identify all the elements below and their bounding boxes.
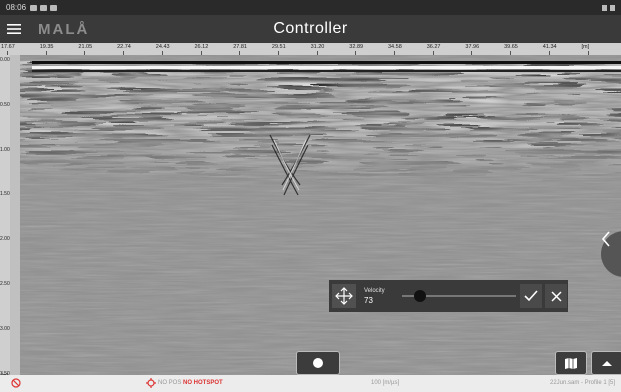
- caret-up-icon: [602, 361, 612, 366]
- ruler-tick-mark: [394, 51, 395, 55]
- depth-axis: [m] 0.000.501.001.502.002.503.003.50: [0, 55, 10, 379]
- ruler-tick-mark: [7, 51, 8, 55]
- ruler-tick-label: 39.65: [504, 44, 518, 50]
- crosshair-icon: [146, 378, 156, 388]
- map-button[interactable]: [555, 351, 587, 375]
- velocity-slider[interactable]: [402, 289, 516, 303]
- ruler-tick-label: 22.74: [117, 44, 131, 50]
- ruler-tick-mark: [471, 51, 473, 55]
- velocity-panel: Velocity 73: [329, 280, 568, 312]
- check-icon: [524, 290, 538, 302]
- ruler-tick-label: 34.58: [388, 44, 402, 50]
- ruler-tick-mark: [84, 51, 86, 55]
- ruler-tick-mark: [316, 51, 318, 55]
- depth-tick-label: 3.00: [0, 325, 10, 332]
- ruler-tick-mark: [161, 51, 163, 55]
- ruler-tick-mark: [45, 51, 47, 55]
- status-notification-icons: [30, 4, 58, 11]
- velocity-unit-readout: 100 [m/µs]: [371, 380, 400, 386]
- menu-icon[interactable]: [0, 15, 28, 43]
- ruler-tick-mark: [123, 51, 125, 55]
- depth-tick-label: 2.50: [0, 281, 10, 287]
- depth-tick-label: 1.00: [0, 146, 10, 153]
- ruler-tick-label: 37.96: [465, 44, 480, 50]
- status-bar: 08:06: [0, 0, 621, 15]
- status-time: 08:06: [6, 3, 27, 12]
- velocity-label: Velocity: [364, 287, 385, 294]
- radargram-view[interactable]: [10, 55, 621, 375]
- mala-logo: MALÅ: [38, 20, 90, 38]
- ruler-tick-mark: [355, 51, 357, 55]
- close-velocity-button[interactable]: [545, 284, 567, 308]
- ruler-tick-mark: [587, 51, 589, 55]
- close-icon: [550, 290, 562, 302]
- ruler-tick-label: 41.34: [542, 44, 557, 50]
- record-button[interactable]: [296, 351, 340, 375]
- depth-tick-label: 0.00: [0, 57, 10, 63]
- no-gps-icon: [11, 378, 21, 388]
- depth-tick-label: 2.00: [0, 236, 10, 243]
- ruler-tick-label: 21.05: [78, 44, 93, 50]
- ruler-tick-mark: [277, 51, 279, 55]
- chevron-left-icon: [601, 231, 610, 247]
- side-panel-toggle[interactable]: [601, 231, 621, 277]
- ruler-tick-mark: [548, 51, 550, 55]
- status-system-icons: [602, 4, 615, 11]
- velocity-slider-thumb[interactable]: [414, 290, 427, 302]
- ruler-tick-label: 31.20: [310, 44, 325, 50]
- map-icon: [565, 357, 577, 369]
- ruler-tick-label: 24.43: [155, 44, 170, 50]
- ruler-tick-mark: [432, 51, 434, 55]
- radargram-image: [10, 55, 621, 375]
- no-pos-label: NO POS: [158, 380, 182, 386]
- ruler-tick-mark: [200, 51, 202, 55]
- move-icon[interactable]: [332, 284, 356, 308]
- expand-up-button[interactable]: [591, 351, 621, 375]
- confirm-velocity-button[interactable]: [520, 284, 542, 308]
- ruler-tick-mark: [510, 51, 512, 55]
- app-header: MALÅ Controller: [0, 15, 621, 43]
- ruler-tick-label: 26.12: [194, 44, 209, 50]
- distance-ruler: 17.67 19.35 21.05 22.74 24.43 26.12 27.81 29.51…: [0, 43, 621, 55]
- ruler-tick-label: 27.81: [233, 44, 247, 50]
- profile-name: 22Jun.sam - Profile 1 [5]: [550, 380, 616, 386]
- ruler-tick-mark: [239, 51, 241, 55]
- ruler-tick-label: 36.27: [426, 44, 441, 50]
- velocity-value: 73: [364, 295, 373, 305]
- ruler-tick-label: 17.67: [1, 44, 15, 50]
- velocity-info: Velocity 73: [364, 288, 402, 305]
- ruler-tick-label: [m]: [581, 44, 590, 50]
- velocity-slider-track: [402, 295, 516, 297]
- ruler-tick-label: 32.89: [349, 44, 364, 50]
- page-title: Controller: [273, 20, 348, 37]
- bottom-status-bar: NO POS NO HOTSPOT 100 [m/µs] 22Jun.sam -…: [0, 375, 621, 392]
- depth-tick-label: 0.50: [0, 101, 10, 108]
- depth-tick-label: 3.50: [0, 370, 10, 377]
- ruler-tick-label: 29.51: [271, 44, 286, 50]
- ruler-tick-label: 19.35: [39, 44, 54, 50]
- record-icon: [313, 358, 323, 368]
- depth-tick-label: 1.50: [0, 191, 10, 198]
- no-hotspot-label: NO HOTSPOT: [183, 380, 223, 386]
